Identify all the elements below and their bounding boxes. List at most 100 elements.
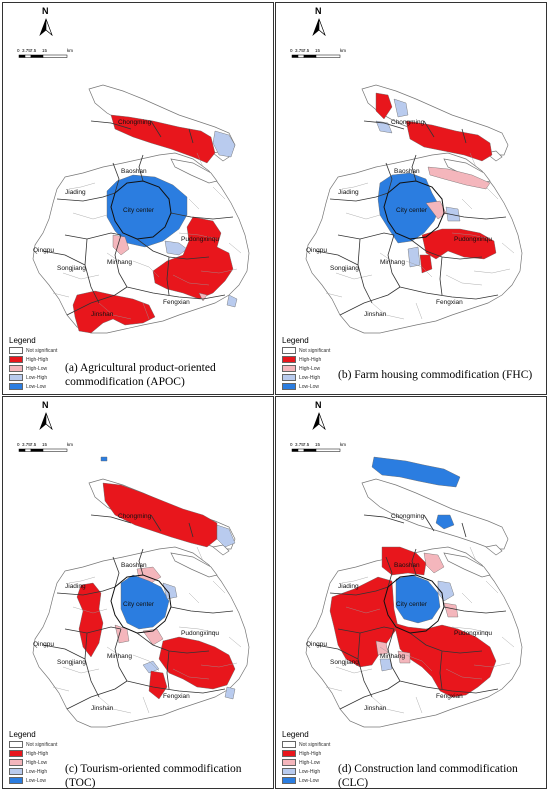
town-boundary <box>132 654 160 672</box>
district-boundary <box>387 628 401 682</box>
panel-caption: (b) Farm housing commodification (FHC) <box>338 369 533 381</box>
place-label-city-center: City center <box>123 207 155 214</box>
legend-swatch <box>9 365 23 372</box>
place-label-qingpu: Qingpu <box>33 641 54 648</box>
cluster-pink <box>397 650 411 664</box>
cluster-pink <box>423 552 445 574</box>
town-boundary <box>52 686 70 692</box>
district-boundary <box>363 120 405 130</box>
place-label-baoshan: Baoshan <box>394 168 420 175</box>
region-outline <box>212 544 230 556</box>
district-boundary <box>385 556 393 588</box>
place-label-jiading: Jiading <box>338 583 359 590</box>
cluster-blue <box>371 456 461 488</box>
legend-title: Legend <box>9 730 36 739</box>
cluster-red <box>421 228 497 260</box>
scale-label: 15 <box>315 48 321 53</box>
place-label-jinshan: Jinshan <box>364 311 387 318</box>
district-boundary <box>42 644 86 660</box>
scale-bar-segment <box>291 54 299 58</box>
place-label-qingpu: Qingpu <box>306 247 327 254</box>
north-arrow-half <box>318 18 326 36</box>
district-boundary <box>315 250 359 266</box>
town-boundary <box>98 696 132 714</box>
scale-bar-segment <box>297 54 305 58</box>
place-label-minhang: Minhang <box>107 653 132 660</box>
cluster-red <box>375 92 393 120</box>
town-boundary <box>485 186 499 200</box>
region-outline <box>170 158 218 184</box>
district-boundary <box>423 120 435 138</box>
town-boundary <box>451 232 491 240</box>
town-boundary <box>345 606 381 614</box>
place-label-fengxian: Fengxian <box>436 693 463 700</box>
cluster-lblue <box>379 658 393 672</box>
scale-label: 7.5 <box>303 48 310 53</box>
town-boundary <box>106 252 120 262</box>
legend-label: High-Low <box>26 365 48 372</box>
scale-label: 0 <box>17 48 20 53</box>
legend-title: Legend <box>282 336 309 345</box>
legend-item: Low-Low <box>282 383 319 392</box>
cluster-pink <box>112 234 130 256</box>
legend-item: Low-Low <box>9 383 46 392</box>
legend-swatch <box>282 759 296 766</box>
town-boundary <box>473 662 511 668</box>
town-boundary <box>345 212 381 220</box>
district-boundary <box>188 522 194 538</box>
place-label-qingpu: Qingpu <box>306 641 327 648</box>
town-boundary <box>200 662 238 668</box>
place-label-songjiang: Songjiang <box>330 265 359 272</box>
legend-label: Low-High <box>26 374 48 381</box>
scale-label: 15 <box>315 442 321 447</box>
place-label-fengxian: Fengxian <box>163 693 190 700</box>
cluster-pink <box>375 640 389 656</box>
legend-swatch <box>9 347 23 354</box>
legend-label: High-Low <box>299 365 321 372</box>
panel-caption: (d) Construction land commodification (C… <box>338 763 518 789</box>
town-boundary <box>68 576 96 584</box>
region-outline <box>443 552 491 578</box>
cluster-lblue <box>164 240 188 256</box>
legend-label: High-High <box>299 750 322 757</box>
scale-label: 7.5 <box>30 48 37 53</box>
district-boundary <box>90 514 132 524</box>
legend-item: High-Low <box>9 759 47 768</box>
cluster-red <box>72 290 156 334</box>
legend-label: High-High <box>299 356 322 363</box>
map-panel-3: N 0 3.75 7.5 15 km Chongming Baoshan Jiading City… <box>275 396 547 789</box>
district-boundary <box>363 514 405 524</box>
place-label-pudongxinqu: Pudongxinqu <box>181 236 219 243</box>
scale-label: km <box>340 48 346 53</box>
cluster-blue <box>100 456 108 462</box>
place-label-pudongxinqu: Pudongxinqu <box>181 630 219 637</box>
town-boundary <box>501 242 515 254</box>
town-boundary <box>72 212 108 220</box>
scale-label: km <box>67 48 73 53</box>
place-label-pudongxinqu: Pudongxinqu <box>454 236 492 243</box>
district-boundary <box>411 154 417 182</box>
district-boundary <box>112 162 120 194</box>
legend-item: Low-Low <box>282 777 319 786</box>
legend-item: Low-High <box>282 374 320 383</box>
cluster-pink <box>427 166 491 190</box>
place-label-baoshan: Baoshan <box>121 168 147 175</box>
legend-item: Low-High <box>9 768 47 777</box>
legend-item: High-Low <box>282 759 320 768</box>
place-label-jiading: Jiading <box>65 583 86 590</box>
legend-title: Legend <box>282 730 309 739</box>
town-boundary <box>142 302 150 320</box>
north-arrow-half <box>318 412 326 430</box>
scale-bar-segment <box>303 54 317 58</box>
cluster-pink <box>443 602 459 618</box>
place-label-chongming: Chongming <box>391 513 425 520</box>
cluster-blue <box>377 172 441 244</box>
legend-label: High-Low <box>26 759 48 766</box>
legend-item: Low-High <box>282 768 320 777</box>
north-label: N <box>315 400 322 410</box>
cluster-pink <box>198 292 208 302</box>
scale-label: 0 <box>17 442 20 447</box>
town-boundary <box>142 696 150 714</box>
place-label-baoshan: Baoshan <box>121 562 147 569</box>
town-boundary <box>461 198 473 210</box>
